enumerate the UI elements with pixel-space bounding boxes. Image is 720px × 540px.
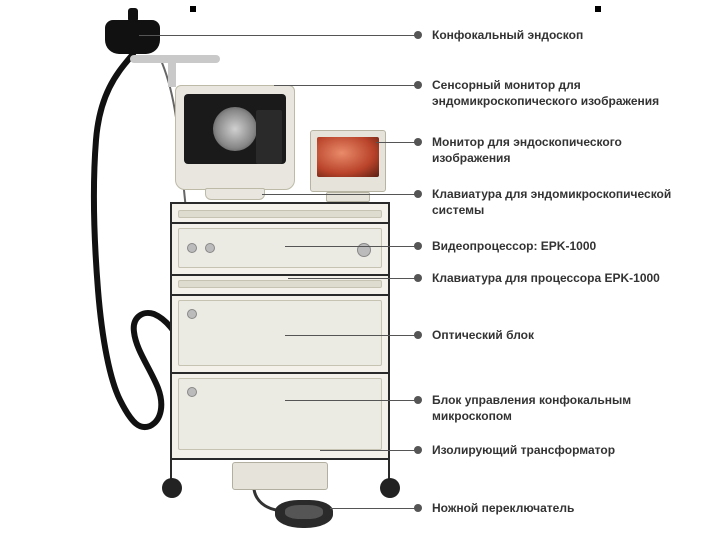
label-bullet <box>414 190 422 198</box>
label-bullet <box>414 396 422 404</box>
label-bullet <box>414 242 422 250</box>
isolating-transformer <box>232 462 328 490</box>
leader-line <box>320 450 418 451</box>
label-transformer: Изолирующий трансформатор <box>432 442 702 458</box>
label-bullet <box>414 81 422 89</box>
foot-switch <box>275 500 333 528</box>
confocal-control-block <box>178 378 382 450</box>
label-bullet <box>414 504 422 512</box>
video-processor <box>178 228 382 268</box>
leader-line <box>330 508 418 509</box>
touch-monitor-base <box>205 188 265 200</box>
endoscopic-monitor <box>310 130 386 192</box>
label-endo-monitor: Монитор для эндоскопического изображения <box>432 134 702 166</box>
label-bullet <box>414 446 422 454</box>
label-videoproc: Видеопроцессор: EPK-1000 <box>432 238 702 254</box>
label-keyboard-emc: Клавиатура для эндомикроскопической сист… <box>432 186 702 218</box>
optical-block <box>178 300 382 366</box>
label-bullet <box>414 138 422 146</box>
leader-line <box>262 194 418 195</box>
diagram-canvas: { "diagram": { "type": "labeled-equipmen… <box>0 0 720 540</box>
leader-line <box>139 35 418 36</box>
label-bullet <box>414 31 422 39</box>
equipment-rack <box>170 202 390 460</box>
label-confocal-ctrl: Блок управления конфокальным микроскопом <box>432 392 702 424</box>
label-keyboard-proc: Клавиатура для процессора EPK-1000 <box>432 270 702 286</box>
label-endoscope: Конфокальный эндоскоп <box>432 27 702 43</box>
label-bullet <box>414 331 422 339</box>
leader-line <box>285 400 418 401</box>
leader-line <box>376 142 418 143</box>
keyboard-endomicroscopy <box>178 210 382 218</box>
hanger-post <box>168 55 176 87</box>
touch-monitor <box>175 85 295 190</box>
touch-monitor-screen <box>184 94 286 164</box>
label-touch-monitor: Сенсорный монитор для эндомикроскопическ… <box>432 77 702 109</box>
leader-line <box>288 278 418 279</box>
endoscope-control-head <box>105 20 160 54</box>
leader-line <box>285 335 418 336</box>
label-optical: Оптический блок <box>432 327 702 343</box>
leader-line <box>285 246 418 247</box>
cart-wheel <box>162 478 182 498</box>
cart-wheel <box>380 478 400 498</box>
keyboard-processor <box>178 280 382 288</box>
label-bullet <box>414 274 422 282</box>
leader-line <box>274 85 418 86</box>
endoscopic-monitor-screen <box>317 137 379 177</box>
label-foot-switch: Ножной переключатель <box>432 500 702 516</box>
